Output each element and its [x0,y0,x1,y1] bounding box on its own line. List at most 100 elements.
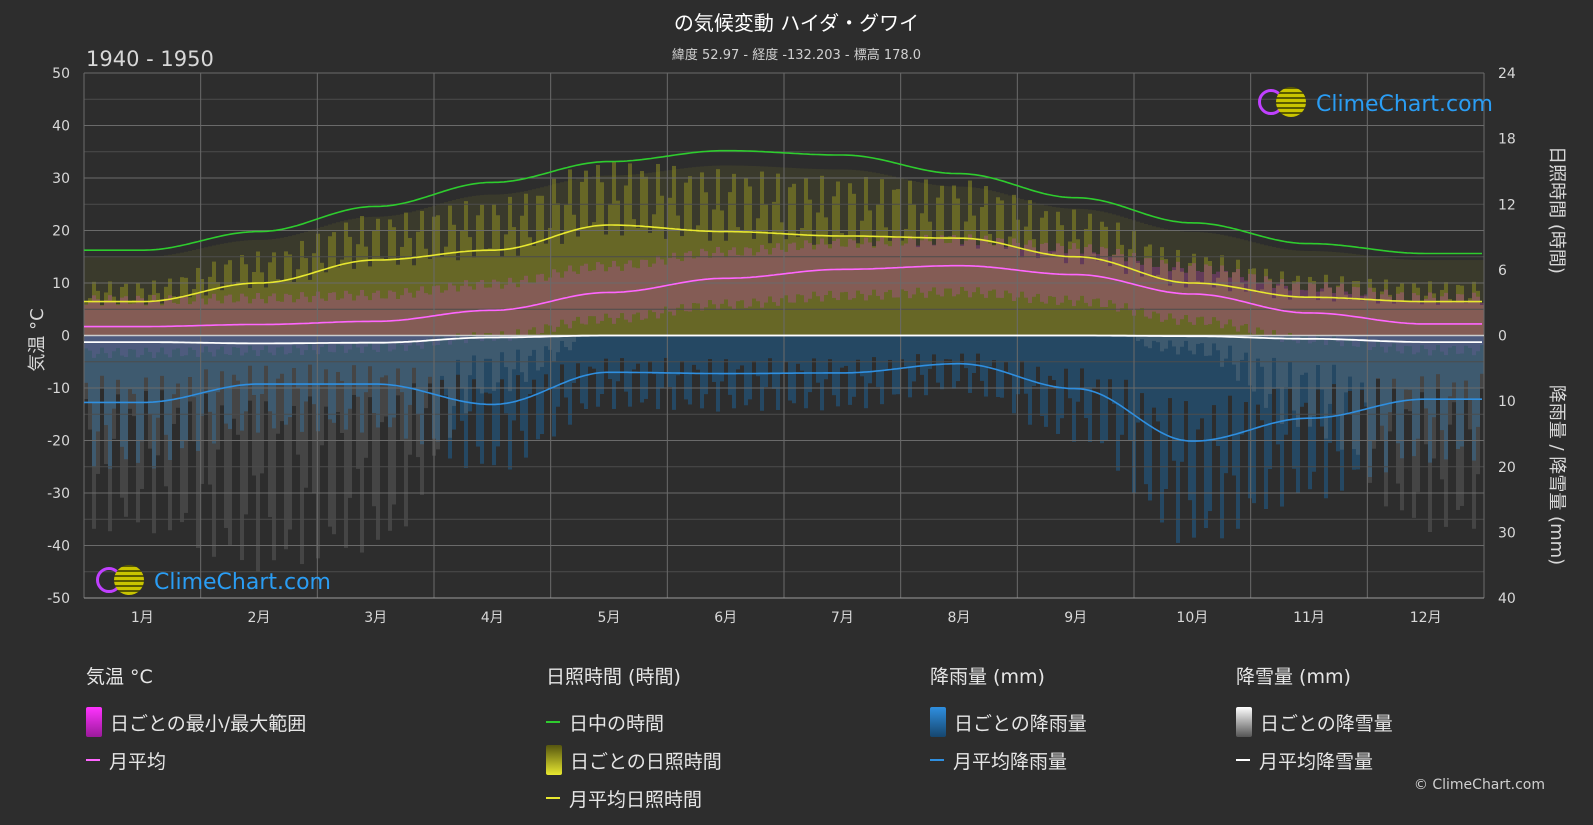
snow-bar [1288,335,1292,363]
rain-bar [996,335,1000,398]
rain-bar [392,335,396,418]
rain-bar [92,335,96,468]
rain-bar [204,335,208,370]
sunshine-bar [444,246,448,336]
rain-bar [288,335,292,418]
snow-bar [1256,335,1260,359]
sunshine-bar [692,231,696,336]
y-right-sun-tick-label: 0 [1498,329,1507,345]
logo-top[interactable]: ClimeChart.com [1258,87,1493,121]
rain-bar [624,335,628,392]
rain-bar [732,335,736,409]
x-tick-label: 8月 [948,610,971,626]
sunshine-bar [1164,259,1168,336]
sunshine-bar [836,181,840,336]
rain-bar [120,335,124,447]
rain-bar [416,335,420,415]
sunshine-bar [1236,259,1240,336]
sunshine-bar [1180,271,1184,336]
sunshine-bar [860,220,864,336]
rain-bar [1148,335,1152,501]
sunshine-bar [900,240,904,336]
rain-bar [264,335,268,366]
sunshine-bar [832,196,836,336]
sunshine-bar [1096,260,1100,336]
x-tick-label: 11月 [1293,610,1325,626]
sunshine-bar [176,298,180,336]
snow-bar [1308,335,1312,427]
logo-bottom[interactable]: ClimeChart.com [96,565,331,599]
snow-bar [328,335,332,527]
rain-bar [468,335,472,412]
snow-bar [1320,335,1324,390]
sunshine-bar [1012,194,1016,336]
sunshine-bar [1256,292,1260,336]
sunshine-bar [644,176,648,336]
rain-bar [748,335,752,400]
y-right-precip-tick-label: 40 [1498,591,1516,607]
daylight-band [220,243,224,336]
sunshine-bar [864,176,868,336]
daylight-swatch [546,721,560,723]
rain-bar [1016,335,1020,395]
y-right-sun-tick-label: 12 [1498,197,1516,213]
rain-bar [928,335,932,369]
sunshine-bar [976,248,980,336]
sunshine-bar [1328,287,1332,336]
rain-bar [1376,335,1380,379]
sunshine-bar [400,246,404,336]
sunshine-bar [768,243,772,336]
rain-bar [692,335,696,365]
rain-bar [1420,335,1424,377]
rain-bar [1340,335,1344,491]
rain-bar [1392,335,1396,379]
snow-bar [256,335,260,572]
rain-bar [1032,335,1036,386]
rain-bar [1216,335,1220,446]
rain-bar [1256,335,1260,405]
sunshine-bar [1420,304,1424,336]
rain-bar [456,335,460,375]
legend-label: 日ごとの降雨量 [954,712,1087,735]
snow-bar [512,335,516,370]
snow-bar [1356,335,1360,455]
snow-bar [480,335,484,394]
rain-bar [804,335,808,409]
rain-bar [564,335,568,398]
daylight-band [1436,260,1440,336]
snow-bar [356,335,360,469]
snow-bar [1280,335,1284,424]
rain-bar [396,335,400,369]
rain-bar [1144,335,1148,485]
snow-bar [436,335,440,450]
rain-bar [448,335,452,459]
sunshine-bar [748,186,752,336]
sunshine-bar [1308,276,1312,336]
sunshine-bar [364,246,368,336]
sunshine-bar [1216,277,1220,336]
snow-bar [208,335,212,485]
rain-bar [844,335,848,366]
snow-bar [1452,335,1456,403]
rain-bar [268,335,272,412]
rain-bar [1452,335,1456,383]
rain-bar [472,335,476,380]
sunshine-bar [496,215,500,336]
daylight-band [1304,250,1308,336]
snow-bar [364,335,368,458]
sunshine-bar [1448,298,1452,336]
rain-bar [1304,335,1308,403]
snow-bar [1200,335,1204,344]
rain-bar [1400,335,1404,459]
snow-bar [352,335,356,395]
rain-bar [88,335,92,403]
sunshine-bar [332,232,336,336]
snow-bar [508,335,512,392]
snow-bar [500,335,504,353]
rain-bar [460,335,464,421]
rain-bar [524,335,528,458]
snow-bar [260,335,264,474]
sunshine-bar [632,219,636,336]
sunshine-bar [652,214,656,336]
snow-bar [140,335,144,489]
